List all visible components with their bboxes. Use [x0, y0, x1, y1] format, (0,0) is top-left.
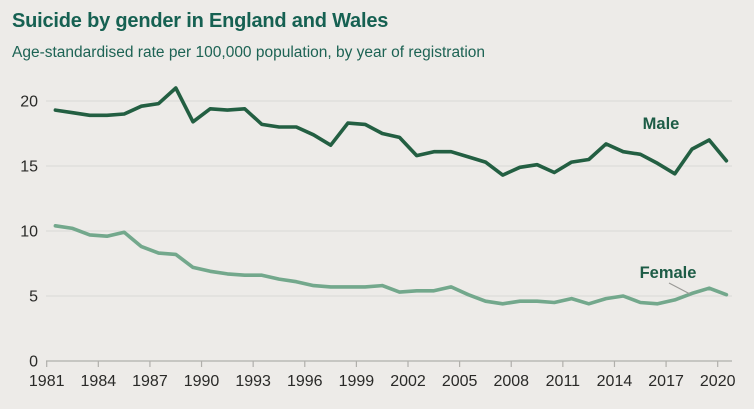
x-tick-label: 2002	[390, 373, 426, 390]
x-tick-label: 1993	[235, 373, 271, 390]
x-tick-label: 1999	[339, 373, 375, 390]
female-series-label: Female	[640, 264, 697, 282]
y-tick-label: 20	[20, 94, 38, 111]
y-tick-label: 5	[29, 289, 38, 306]
female-series-line	[53, 224, 729, 306]
x-tick-label: 1990	[184, 373, 220, 390]
male-series-line	[53, 86, 729, 177]
x-tick-label: 2020	[700, 373, 736, 390]
x-tick-label: 2005	[442, 373, 478, 390]
y-tick-label: 15	[20, 159, 38, 176]
x-tick-label: 1981	[29, 373, 65, 390]
chart-subtitle: Age-standardised rate per 100,000 popula…	[12, 44, 486, 61]
y-tick-label: 10	[20, 224, 38, 241]
x-tick-label: 1987	[132, 373, 168, 390]
x-tick-label: 2011	[546, 373, 581, 390]
x-tick-label: 2017	[648, 373, 684, 390]
x-tick-label: 2008	[493, 373, 529, 390]
male-series-label: Male	[643, 115, 680, 133]
female-leader-line	[668, 282, 691, 295]
y-tick-label: 0	[29, 354, 38, 371]
chart-title: Suicide by gender in England and Wales	[12, 10, 389, 32]
x-tick-label: 2014	[597, 373, 633, 390]
x-tick-label: 1996	[287, 373, 323, 390]
x-tick-label: 1984	[81, 373, 117, 390]
